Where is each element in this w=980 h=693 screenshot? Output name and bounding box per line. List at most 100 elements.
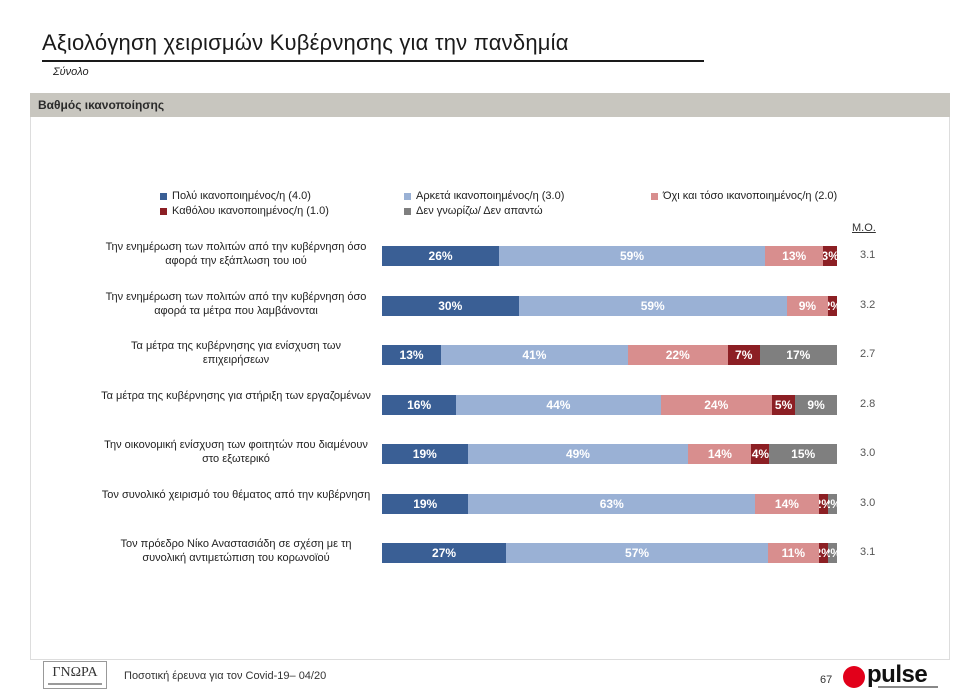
bar-value-label: 14% [707, 447, 732, 461]
bar-segment: 24% [660, 394, 772, 415]
bar-value-label: 13% [399, 348, 424, 362]
category-label: Την ενημέρωση των πολιτών από την κυβέρν… [105, 290, 367, 317]
category-label: Τον συνολικό χειρισμό του θέματος από τη… [101, 488, 371, 501]
bar-value-label: 13% [782, 249, 807, 263]
mean-value: 3.1 [860, 249, 876, 261]
bar-value-label: 59% [620, 249, 645, 263]
category-label: Τα μέτρα της κυβέρνησης για στήριξη των … [101, 389, 371, 402]
bar-segment: 49% [467, 444, 689, 464]
legend-label: Πολύ ικανοποιημένος/η (4.0) [172, 190, 311, 202]
stacked-bar: 27% 57% 11% 2%2% [382, 543, 837, 563]
mean-value: 2.8 [860, 397, 876, 410]
category-label: Τα μέτρα της κυβέρνησης για ενίσχυση των… [131, 340, 341, 366]
bar-segment: 2% [818, 493, 828, 514]
bar-value-label: 30% [438, 298, 463, 313]
category-label: Τον πρόεδρο Νίκο Αναστασιάδη σε σχέση με… [120, 538, 352, 564]
bar-segment: 17% [759, 345, 837, 365]
bar-value-label: 57% [625, 546, 650, 560]
bar-value-label: 3% [823, 249, 837, 263]
bar-value-label: 2% [828, 497, 837, 511]
stacked-bar: 30% 59% 9% 2% [382, 295, 837, 316]
bar-segment: 27% [382, 543, 507, 563]
section-band-label: Βαθμός ικανοποίησης [38, 98, 165, 112]
bar-segment: 59% [518, 295, 787, 316]
pulse-logo-subline [878, 686, 938, 688]
bar-segment: 13% [764, 246, 824, 266]
bar-segment: 7% [727, 345, 760, 365]
bar-segment: 5% [771, 394, 796, 415]
legend-item: Αρκετά ικανοποιημένος/η (3.0) [404, 190, 564, 202]
legend-label: Αρκετά ικανοποιημένος/η (3.0) [416, 190, 565, 202]
mean-value: 3.0 [860, 496, 876, 509]
bar-value-label: 11% [781, 546, 805, 560]
stacked-bar: 19% 63% 14% 2%2% [382, 493, 837, 514]
bar-value-label: 9% [798, 298, 817, 313]
bar-value-label: 24% [704, 397, 729, 412]
bar-value-label: 63% [599, 496, 624, 511]
bar-value-label: 7% [735, 348, 753, 362]
bar-segment: 11% [768, 543, 819, 563]
bar-value-label: 59% [640, 298, 665, 313]
bar-value-label: 27% [432, 546, 457, 560]
bar-segment: 19% [382, 493, 469, 514]
section-band [30, 93, 950, 117]
legend-swatch [651, 192, 658, 200]
stacked-bar: 16% 44% 24% 5% 9% [382, 394, 837, 415]
bar-value-label: 15% [791, 447, 816, 461]
page-subtitle: Σύνολο [53, 66, 89, 78]
gnora-logo-text: ΓΝΩΡΑ [52, 664, 98, 680]
stacked-bar: 13% 41% 22% 7% 17% [382, 345, 837, 365]
bar-segment: 14% [688, 444, 752, 464]
footer-survey-text: Ποσοτική έρευνα για τον Covid-19– 04/20 [124, 670, 327, 682]
bar-value-label: 41% [522, 348, 547, 362]
bar-segment: 26% [382, 246, 500, 266]
panel-border-left [30, 117, 31, 660]
bar-value-label: 2% [828, 299, 837, 313]
mean-value: 3.2 [860, 298, 876, 311]
stacked-bar: 19% 49% 14% 4% 15% [382, 444, 837, 464]
bar-value-label: 49% [565, 447, 590, 461]
pulse-logo-text: pulse [867, 661, 928, 688]
bar-segment: 41% [441, 345, 628, 365]
bar-segment: 2% [827, 543, 837, 563]
legend-swatch [404, 207, 411, 215]
bar-value-label: 44% [546, 397, 571, 412]
bar-segment: 63% [468, 493, 756, 514]
bar-segment: 3% [823, 246, 837, 266]
legend-swatch [160, 207, 167, 215]
bar-value-label: 5% [774, 397, 793, 412]
bar-value-label: 2% [819, 497, 828, 511]
bar-value-label: 16% [407, 397, 432, 412]
bar-segment: 59% [499, 246, 765, 266]
legend-item: Πολύ ικανοποιημένος/η (4.0) [160, 190, 311, 202]
gnora-logo: ΓΝΩΡΑ [43, 661, 107, 689]
legend-item: Όχι και τόσο ικανοποιημένος/η (2.0) [651, 190, 837, 202]
title-underline [42, 60, 704, 62]
bar-segment: 2% [827, 493, 837, 514]
bar-segment: 22% [627, 345, 728, 365]
bar-value-label: 26% [428, 249, 453, 263]
bar-value-label: 9% [807, 397, 825, 412]
bar-segment: 44% [456, 394, 661, 415]
bar-value-label: 19% [413, 496, 438, 511]
mean-value: 3.0 [860, 447, 876, 459]
bar-value-label: 17% [786, 348, 811, 362]
legend-label: Καθόλου ικανοποιημένος/η (1.0) [172, 205, 329, 217]
stacked-bar: 26% 59% 13% 3% [382, 246, 837, 266]
gnora-logo-underline [48, 682, 102, 685]
mean-value: 2.7 [860, 348, 876, 360]
mean-column-header: Μ.Ο. [852, 222, 876, 234]
bar-segment: 19% [382, 444, 468, 464]
bar-value-label: 2% [819, 546, 828, 560]
bar-value-label: 4% [751, 447, 770, 461]
legend-label: Δεν γνωρίζω/ Δεν απαντώ [416, 205, 543, 217]
legend-item: Καθόλου ικανοποιημένος/η (1.0) [160, 205, 329, 217]
bar-value-label: 14% [774, 496, 799, 511]
bar-segment: 2% [818, 543, 828, 563]
bar-value-label: 2% [828, 546, 837, 560]
bar-segment: 9% [786, 295, 828, 316]
bar-segment: 30% [382, 295, 519, 316]
panel-border-right [949, 117, 950, 660]
legend-label: Όχι και τόσο ικανοποιημένος/η (2.0) [663, 190, 838, 202]
page-title: Αξιολόγηση χειρισμών Κυβέρνησης για την … [42, 30, 569, 55]
